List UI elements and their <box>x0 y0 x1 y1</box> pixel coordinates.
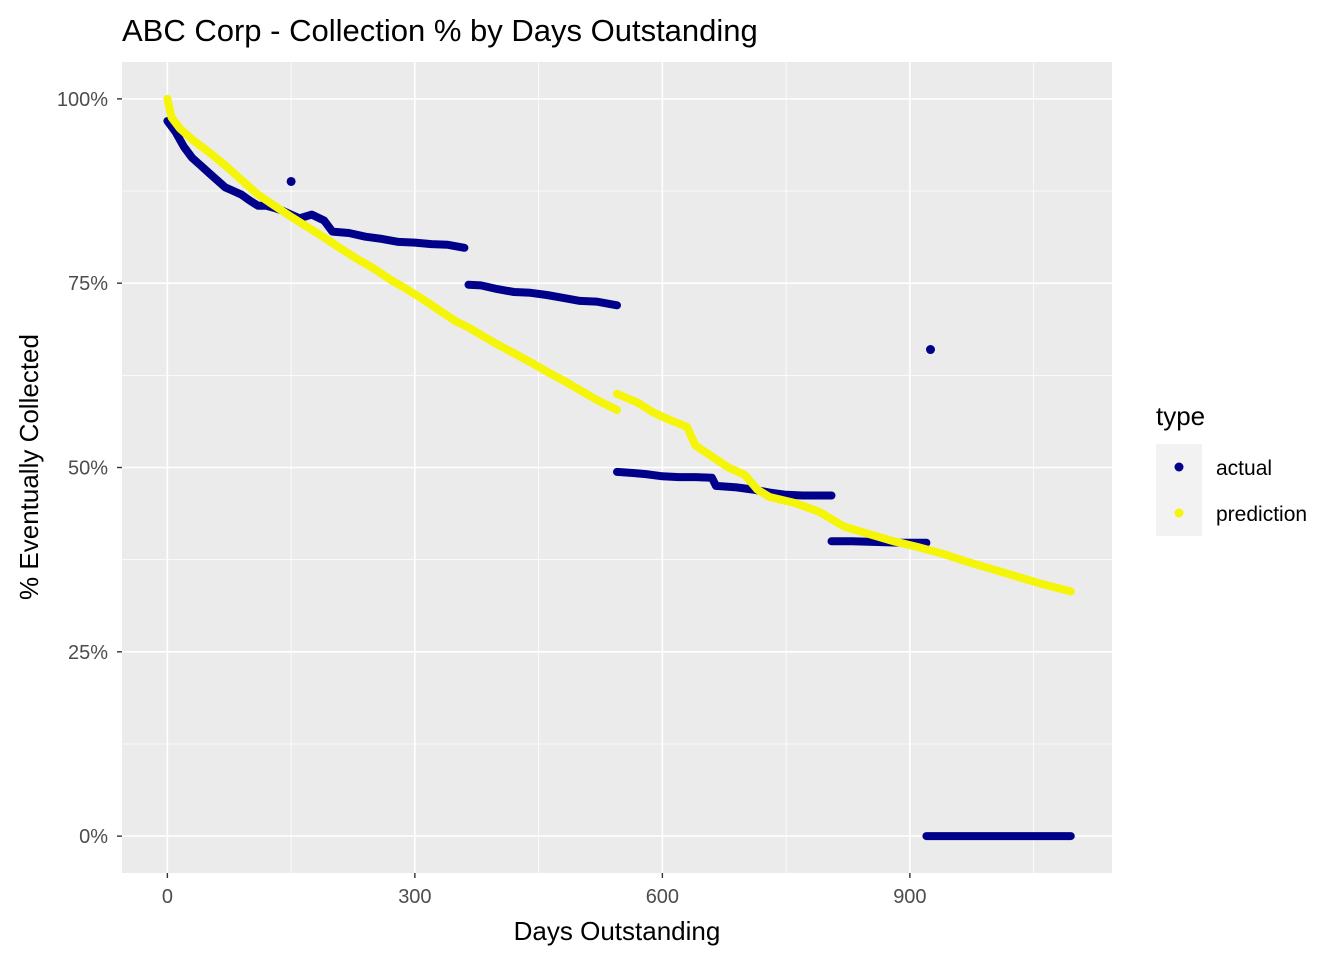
series-actual-band-2 <box>613 467 836 500</box>
series-actual-point-1 <box>926 345 935 355</box>
y-tick-label: 25% <box>68 642 108 664</box>
y-axis-title: % Eventually Collected <box>14 334 44 600</box>
legend: type actual prediction <box>1156 401 1307 536</box>
series-actual-band-1 <box>464 280 621 310</box>
x-axis: 0 300 600 900 <box>162 873 927 908</box>
x-tick-label: 900 <box>893 886 926 908</box>
chart-title: ABC Corp - Collection % by Days Outstand… <box>122 13 758 48</box>
series-prediction <box>163 94 1075 596</box>
x-tick-label: 300 <box>398 886 431 908</box>
grid-major <box>122 62 1112 873</box>
y-tick-label: 0% <box>79 826 108 848</box>
y-tick-label: 100% <box>57 89 108 111</box>
y-tick-label: 75% <box>68 273 108 295</box>
y-axis: 0% 25% 50% 75% 100% <box>57 89 122 848</box>
series-prediction-band-0 <box>163 94 621 414</box>
legend-label-prediction: prediction <box>1216 503 1307 526</box>
x-tick-label: 0 <box>162 886 173 908</box>
legend-label-actual: actual <box>1216 457 1272 480</box>
legend-item-prediction: prediction <box>1156 490 1307 536</box>
legend-marker-prediction <box>1174 508 1184 518</box>
series-prediction-band-1 <box>613 389 1075 596</box>
x-tick-label: 600 <box>646 886 679 908</box>
x-axis-title: Days Outstanding <box>514 916 721 946</box>
legend-item-actual: actual <box>1156 444 1272 490</box>
legend-marker-actual <box>1174 462 1184 472</box>
series-layer <box>163 94 1075 841</box>
y-tick-label: 50% <box>68 458 108 480</box>
series-actual-point-0 <box>286 176 296 186</box>
legend-title: type <box>1156 401 1205 431</box>
